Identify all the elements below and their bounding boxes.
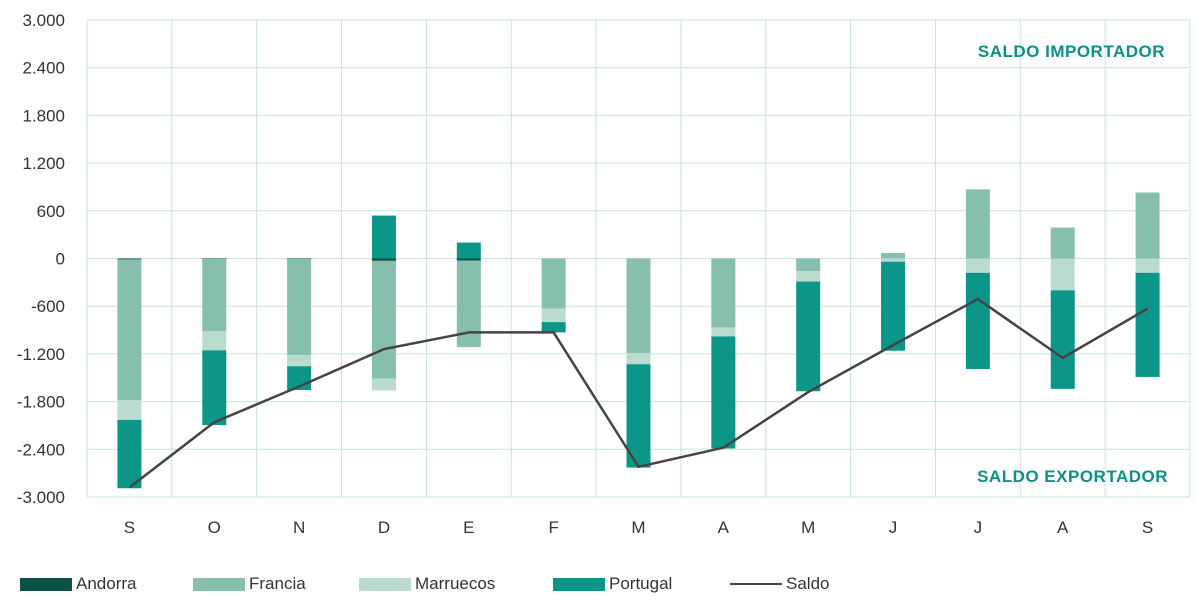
- bar-portugal: [541, 322, 566, 333]
- bar-portugal: [371, 215, 396, 259]
- bar-portugal: [202, 350, 227, 426]
- legend-label-francia: Francia: [249, 574, 306, 593]
- y-tick-label: 2.400: [22, 59, 65, 78]
- x-tick-label: N: [293, 518, 305, 537]
- x-tick-label: D: [378, 518, 390, 537]
- bar-francia: [796, 258, 821, 272]
- bar-portugal: [1135, 272, 1160, 377]
- bar-marruecos: [202, 331, 227, 351]
- x-tick-label: F: [548, 518, 558, 537]
- legend-item-portugal: Portugal: [553, 572, 672, 596]
- bar-portugal: [1050, 290, 1075, 389]
- y-tick-label: 3.000: [22, 11, 65, 30]
- x-tick-label: J: [974, 518, 983, 537]
- bar-andorra: [371, 258, 396, 261]
- legend-item-marruecos: Marruecos: [359, 572, 495, 596]
- legend-item-saldo: Saldo: [730, 572, 829, 596]
- x-tick-label: E: [463, 518, 474, 537]
- legend-swatch-portugal: [553, 577, 605, 591]
- bar-portugal: [881, 261, 906, 351]
- bar-marruecos: [1050, 258, 1075, 291]
- chart: 3.000 2.400 1.800 1.200 600 0 -600 -1.200 -1.800…: [17, 11, 1191, 537]
- bar-francia: [117, 259, 142, 401]
- bar-andorra: [456, 258, 481, 261]
- x-tick-label: J: [889, 518, 898, 537]
- bar-marruecos: [1135, 258, 1160, 273]
- legend-swatch-andorra: [20, 577, 72, 591]
- legend-label-marruecos: Marruecos: [415, 574, 496, 593]
- bar-marruecos: [965, 258, 990, 273]
- bar-francia: [1050, 227, 1075, 259]
- x-tick-label: M: [801, 518, 815, 537]
- bar-marruecos: [626, 353, 651, 365]
- y-tick-label: 600: [37, 202, 65, 221]
- legend-label-saldo: Saldo: [786, 574, 830, 593]
- bar-marruecos: [117, 400, 142, 420]
- bar-marruecos: [287, 355, 312, 367]
- x-tick-label: M: [631, 518, 645, 537]
- bar-portugal: [626, 364, 651, 468]
- importer-zone-label: SALDO IMPORTADOR: [978, 42, 1165, 61]
- y-tick-label: 1.800: [22, 106, 65, 125]
- bar-francia: [626, 258, 651, 354]
- saldo-line: [128, 297, 1149, 489]
- grid: [86, 19, 1191, 498]
- x-tick-label: S: [1142, 518, 1153, 537]
- bar-andorra: [117, 258, 142, 260]
- bar-francia: [541, 258, 566, 309]
- bar-marruecos: [541, 308, 566, 323]
- y-tick-label: -1.200: [17, 345, 65, 364]
- y-tick-label: -600: [31, 297, 65, 316]
- bar-portugal: [965, 272, 990, 370]
- x-tick-label: A: [1057, 518, 1069, 537]
- y-tick-label: -2.400: [17, 440, 65, 459]
- bar-portugal: [711, 336, 736, 449]
- legend-item-francia: Francia: [193, 572, 306, 596]
- bar-portugal: [796, 281, 821, 392]
- legend-label-portugal: Portugal: [609, 574, 673, 593]
- y-axis: 3.000 2.400 1.800 1.200 600 0 -600 -1.200 -1.800…: [17, 11, 65, 507]
- y-tick-label: -1.800: [17, 393, 65, 412]
- legend-item-andorra: Andorra: [20, 572, 136, 596]
- x-tick-label: A: [718, 518, 730, 537]
- legend-label-andorra: Andorra: [76, 574, 137, 593]
- bar-francia: [1135, 192, 1160, 259]
- legend-swatch-marruecos: [359, 577, 411, 591]
- bar-marruecos: [796, 271, 821, 282]
- bar-francia: [711, 258, 736, 328]
- x-tick-label: S: [124, 518, 135, 537]
- bars: [117, 189, 1160, 489]
- legend-line-saldo: [730, 583, 782, 585]
- bar-marruecos: [371, 378, 396, 391]
- bar-marruecos: [711, 327, 736, 337]
- x-tick-label: O: [208, 518, 221, 537]
- exporter-zone-label: SALDO EXPORTADOR: [977, 467, 1168, 486]
- bar-francia: [287, 258, 312, 356]
- bar-marruecos: [881, 258, 906, 262]
- y-tick-label: -3.000: [17, 488, 65, 507]
- bar-francia: [202, 258, 227, 332]
- legend-swatch-francia: [193, 577, 245, 591]
- bar-francia: [881, 252, 906, 259]
- saldo-line-layer: [128, 297, 1149, 489]
- bar-francia: [965, 189, 990, 259]
- bar-portugal: [456, 242, 481, 259]
- y-tick-label: 1.200: [22, 154, 65, 173]
- legend: Andorra Francia Marruecos Portugal Saldo: [0, 572, 1195, 596]
- bar-francia: [371, 260, 396, 379]
- bar-portugal: [117, 419, 142, 489]
- y-tick-label: 0: [56, 250, 65, 269]
